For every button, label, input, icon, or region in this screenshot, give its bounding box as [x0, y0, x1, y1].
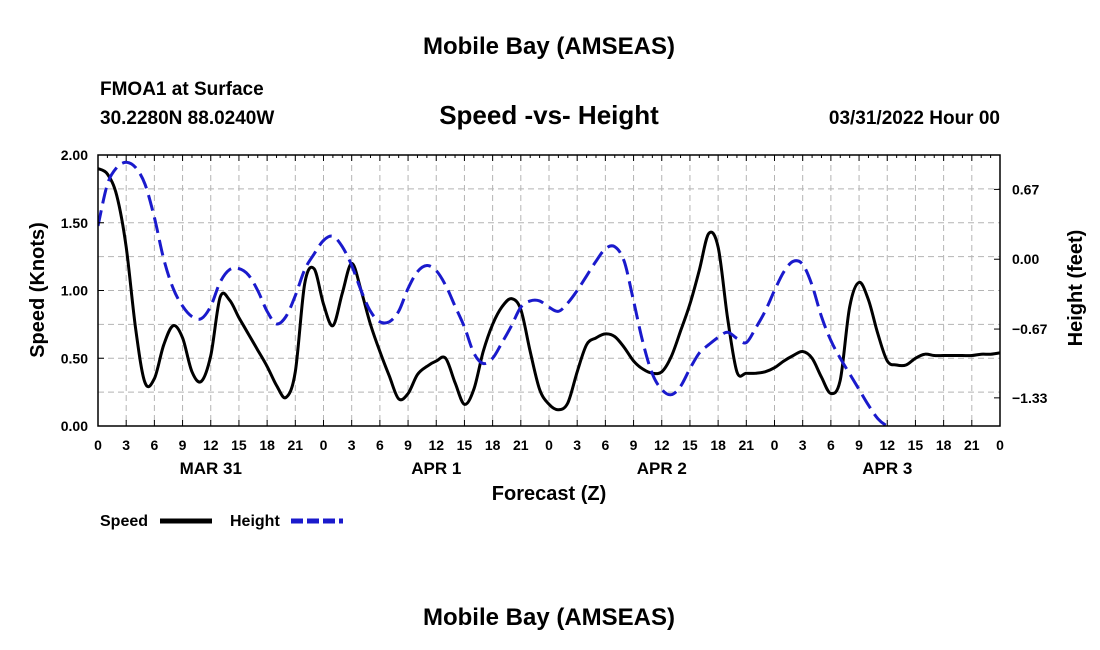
x-tick-label: 15	[682, 437, 698, 453]
y-tick-label: 0.50	[61, 350, 88, 366]
y2-axis-label: Height (feet)	[1065, 230, 1087, 347]
x-tick-label: 21	[964, 437, 980, 453]
x-tick-label: 18	[259, 437, 275, 453]
x-tick-label: 9	[855, 437, 863, 453]
y-tick-label: 1.00	[61, 283, 88, 299]
page-title: Mobile Bay (AMSEAS)	[423, 33, 675, 60]
chart-title: Speed -vs- Height	[439, 100, 659, 130]
x-tick-label: 15	[908, 437, 924, 453]
series-lines	[98, 160, 1000, 426]
x-tick-label: 0	[996, 437, 1004, 453]
grid-lines	[98, 155, 1000, 426]
y-tick-label: 1.50	[61, 215, 88, 231]
x-tick-label: 9	[404, 437, 412, 453]
run-time: 03/31/2022 Hour 00	[829, 108, 1000, 129]
day-label: APR 3	[862, 459, 912, 478]
day-label: APR 1	[411, 459, 461, 478]
x-tick-label: 21	[739, 437, 755, 453]
height-line	[98, 160, 893, 426]
station-coords: 30.2280N 88.0240W	[100, 108, 274, 129]
x-tick-label: 18	[710, 437, 726, 453]
x-tick-label: 0	[320, 437, 328, 453]
x-tick-label: 21	[513, 437, 529, 453]
x-tick-label: 15	[457, 437, 473, 453]
x-tick-label: 6	[376, 437, 384, 453]
x-tick-label: 0	[771, 437, 779, 453]
x-tick-label: 6	[827, 437, 835, 453]
x-tick-label: 3	[799, 437, 807, 453]
axis-ticks: 0 3 6 9 12 15 18 21 0 3 6 9 12 15 18 21 0 3 6 9 12 15 18 21 0 3 6 9…	[61, 147, 1048, 478]
footer-title: Mobile Bay (AMSEAS)	[423, 604, 675, 631]
y2-tick-label: 0.67	[1012, 181, 1039, 197]
x-tick-label: 3	[573, 437, 581, 453]
x-tick-label: 15	[231, 437, 247, 453]
speed-line	[98, 167, 1000, 412]
x-tick-label: 12	[428, 437, 444, 453]
y2-tick-label: 0.00	[1012, 251, 1039, 267]
x-tick-label: 12	[203, 437, 219, 453]
x-tick-label: 9	[630, 437, 638, 453]
x-tick-label: 3	[348, 437, 356, 453]
legend: Speed Height	[100, 513, 343, 530]
x-tick-label: 18	[936, 437, 952, 453]
legend-height-label: Height	[230, 513, 280, 530]
x-tick-label: 9	[179, 437, 187, 453]
y-tick-label: 2.00	[61, 147, 88, 163]
y-tick-label: 0.00	[61, 418, 88, 434]
x-tick-label: 0	[545, 437, 553, 453]
y2-tick-label: −1.33	[1012, 390, 1048, 406]
station-name: FMOA1 at Surface	[100, 79, 264, 100]
x-tick-label: 18	[485, 437, 501, 453]
x-tick-label: 6	[150, 437, 158, 453]
day-label: APR 2	[637, 459, 687, 478]
day-label: MAR 31	[180, 459, 242, 478]
x-axis-label: Forecast (Z)	[492, 483, 606, 505]
x-tick-label: 12	[654, 437, 670, 453]
x-tick-label: 6	[601, 437, 609, 453]
x-tick-label: 0	[94, 437, 102, 453]
legend-speed-label: Speed	[100, 513, 148, 530]
y-axis-label: Speed (Knots)	[27, 222, 49, 358]
x-tick-label: 3	[122, 437, 130, 453]
x-tick-label: 21	[288, 437, 304, 453]
x-tick-label: 12	[879, 437, 895, 453]
y2-tick-label: −0.67	[1012, 321, 1048, 337]
